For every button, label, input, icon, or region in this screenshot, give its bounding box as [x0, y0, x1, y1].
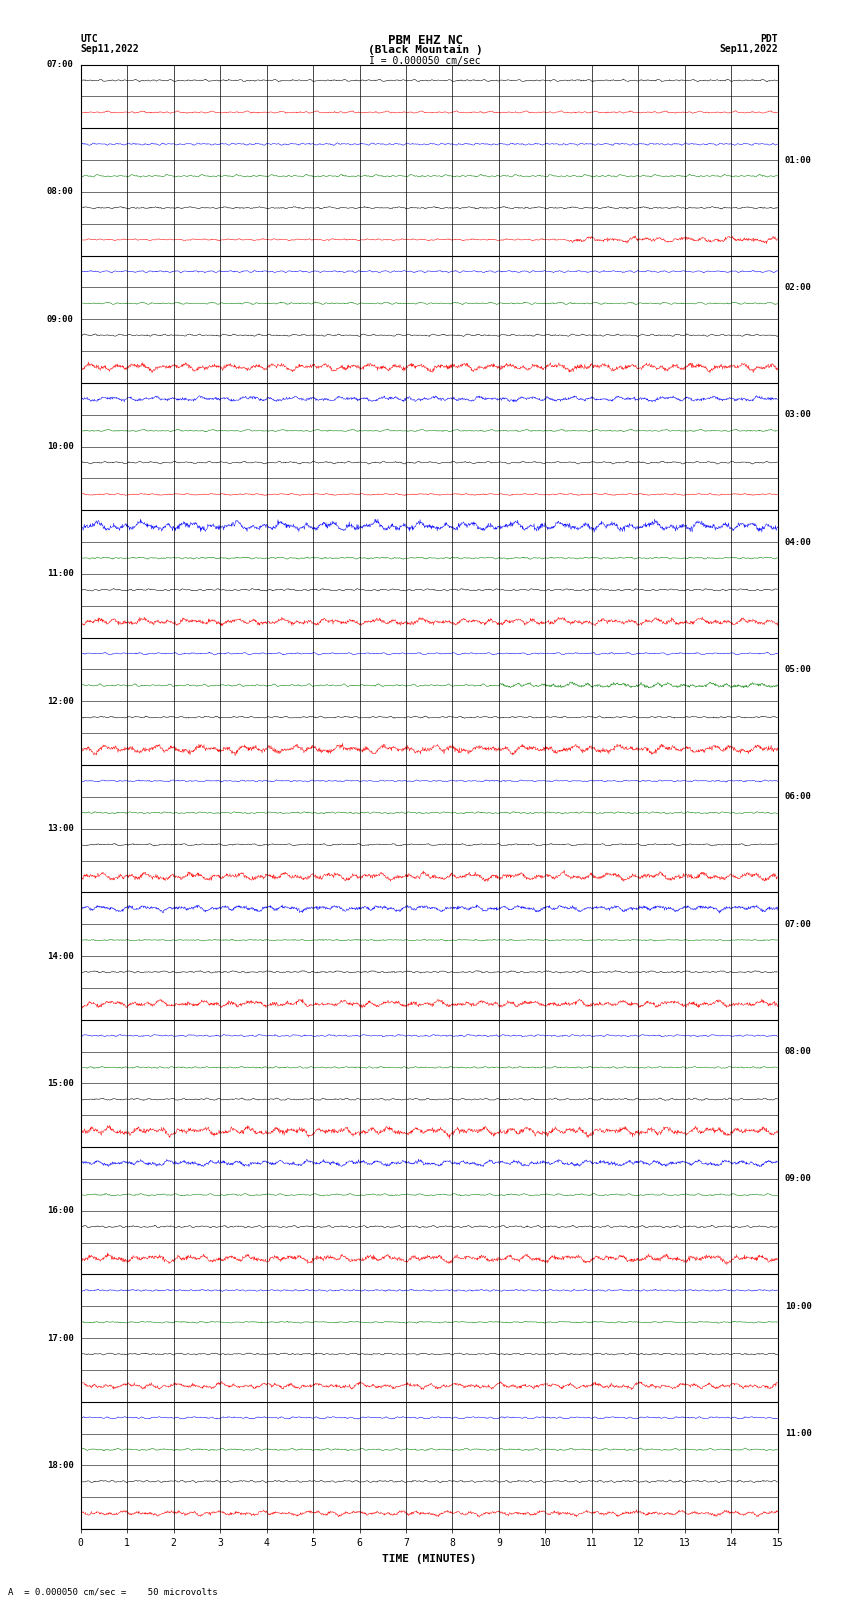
Text: 10:00: 10:00	[47, 442, 74, 452]
Text: 16:00: 16:00	[47, 1207, 74, 1215]
Text: 01:00: 01:00	[785, 155, 812, 165]
Text: 18:00: 18:00	[47, 1461, 74, 1469]
X-axis label: TIME (MINUTES): TIME (MINUTES)	[382, 1553, 477, 1563]
Text: 02:00: 02:00	[785, 282, 812, 292]
Text: 10:00: 10:00	[785, 1302, 812, 1311]
Text: 14:00: 14:00	[47, 952, 74, 960]
Text: 11:00: 11:00	[47, 569, 74, 579]
Text: 06:00: 06:00	[785, 792, 812, 802]
Text: 08:00: 08:00	[785, 1047, 812, 1057]
Text: Sep11,2022: Sep11,2022	[719, 44, 778, 53]
Text: A  = 0.000050 cm/sec =    50 microvolts: A = 0.000050 cm/sec = 50 microvolts	[8, 1587, 218, 1597]
Text: 17:00: 17:00	[47, 1334, 74, 1342]
Text: 07:00: 07:00	[785, 919, 812, 929]
Text: 09:00: 09:00	[785, 1174, 812, 1184]
Text: 05:00: 05:00	[785, 665, 812, 674]
Text: 11:00: 11:00	[785, 1429, 812, 1439]
Text: PDT: PDT	[760, 34, 778, 44]
Text: PBM EHZ NC: PBM EHZ NC	[388, 34, 462, 47]
Text: 08:00: 08:00	[47, 187, 74, 197]
Text: 07:00: 07:00	[47, 60, 74, 69]
Text: 09:00: 09:00	[47, 315, 74, 324]
Text: 13:00: 13:00	[47, 824, 74, 834]
Text: Sep11,2022: Sep11,2022	[81, 44, 139, 53]
Text: 03:00: 03:00	[785, 410, 812, 419]
Text: 12:00: 12:00	[47, 697, 74, 706]
Text: 15:00: 15:00	[47, 1079, 74, 1087]
Text: 04:00: 04:00	[785, 537, 812, 547]
Text: (Black Mountain ): (Black Mountain )	[367, 45, 483, 55]
Text: I = 0.000050 cm/sec: I = 0.000050 cm/sec	[369, 56, 481, 66]
Text: UTC: UTC	[81, 34, 99, 44]
